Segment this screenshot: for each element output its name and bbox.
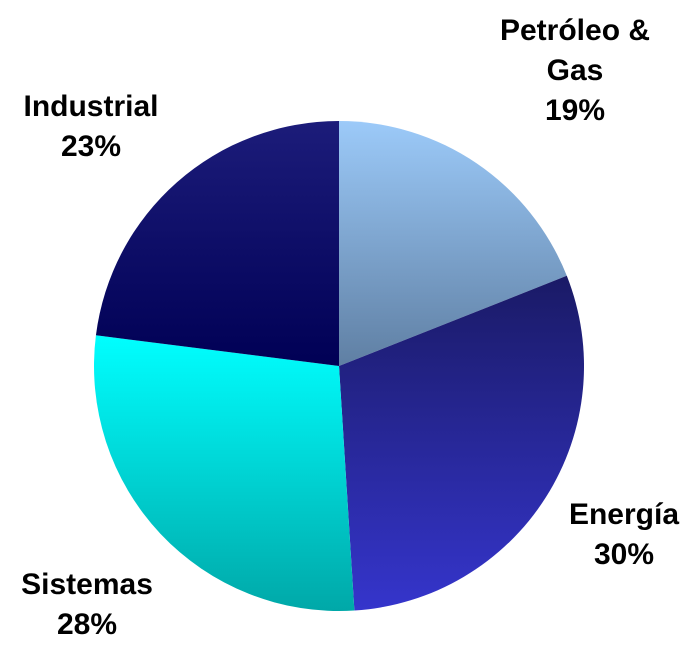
pie-slices bbox=[93, 121, 585, 612]
pie-label-1: Energía 30% bbox=[569, 498, 679, 571]
pie-label-name: Sistemas bbox=[21, 568, 153, 601]
pie-label-value: 19% bbox=[545, 94, 605, 127]
pie-label-3: Industrial 23% bbox=[23, 90, 158, 163]
pie-label-value: 23% bbox=[61, 130, 121, 163]
pie-label-name: Gas bbox=[547, 54, 604, 87]
pie-label-name: Energía bbox=[569, 498, 679, 531]
pie-label-name: Industrial bbox=[23, 90, 158, 123]
pie-slice-2 bbox=[93, 335, 355, 612]
pie-label-2: Sistemas 28% bbox=[21, 568, 153, 641]
pie-labels: Petróleo & Gas 19% Energía 30% Sistemas 28% Ind… bbox=[21, 14, 679, 641]
pie-slice-3 bbox=[95, 121, 340, 366]
pie-label-value: 30% bbox=[594, 538, 654, 571]
pie-label-value: 28% bbox=[57, 608, 117, 641]
pie-label-0: Petróleo & Gas 19% bbox=[500, 14, 650, 127]
pie-label-name: Petróleo & bbox=[500, 14, 650, 47]
pie-slice-0 bbox=[339, 121, 567, 366]
pie-slice-1 bbox=[339, 275, 585, 611]
